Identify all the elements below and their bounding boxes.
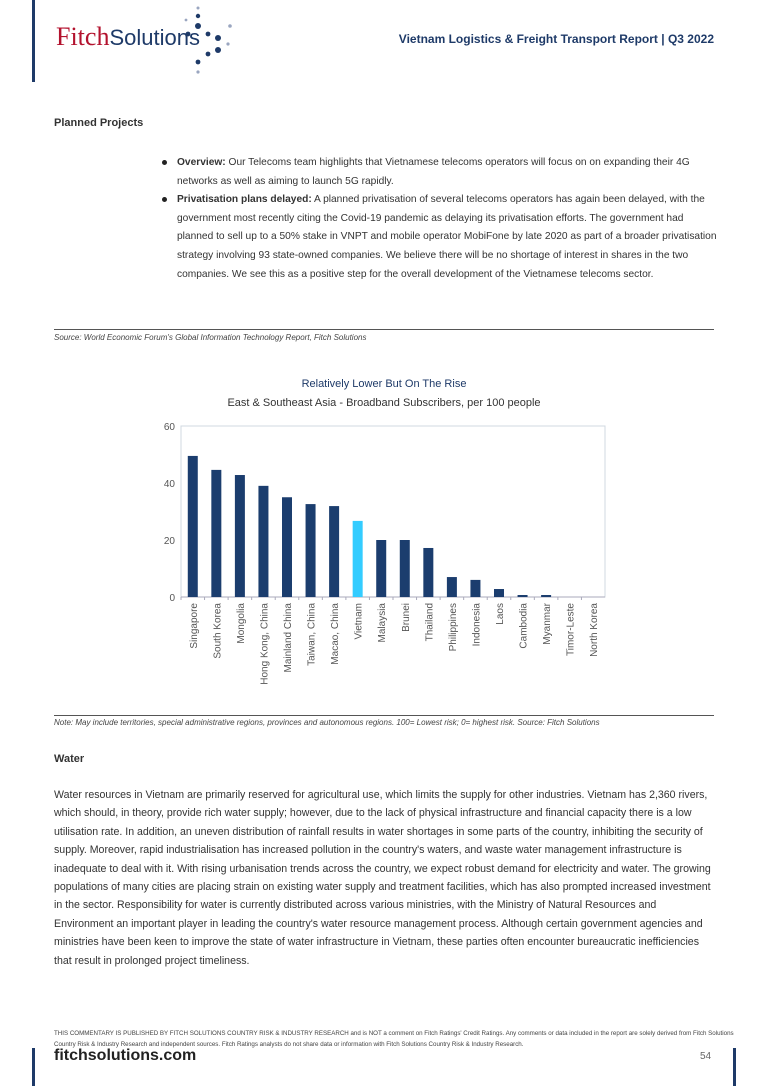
bar-laos xyxy=(494,589,504,597)
x-tick-label: Hong Kong, China xyxy=(259,603,270,685)
x-tick-label: North Korea xyxy=(589,603,600,657)
bullet-text: A planned privatisation of several telec… xyxy=(177,194,717,280)
page-number: 54 xyxy=(700,1051,712,1062)
x-tick-label: Vietnam xyxy=(354,603,365,640)
x-tick-label: Philippines xyxy=(448,603,459,651)
bar-brunei xyxy=(399,540,410,597)
divider xyxy=(54,329,714,330)
report-title: Vietnam Logistics & Freight Transport Re… xyxy=(398,32,714,46)
bar-thailand xyxy=(423,547,434,597)
planned-projects-list: Overview: Our Telecoms team highlights t… xyxy=(160,154,720,284)
y-tick-label: 40 xyxy=(164,479,176,490)
bullet-label: Privatisation plans delayed: xyxy=(177,194,312,206)
disclaimer: THIS COMMENTARY IS PUBLISHED BY FITCH SO… xyxy=(54,1030,734,1048)
footer-right-bar xyxy=(733,1048,736,1086)
source-note: Source: World Economic Forum's Global In… xyxy=(54,333,367,342)
bar-malaysia xyxy=(376,540,387,597)
y-tick-label: 60 xyxy=(164,422,176,433)
bar-macao-china xyxy=(329,506,340,597)
bar-singapore xyxy=(187,455,198,597)
x-tick-label: Myanmar xyxy=(542,602,553,644)
website-link[interactable]: fitchsolutions.com xyxy=(54,1047,197,1064)
bar-south-korea xyxy=(211,469,222,597)
list-item: Overview: Our Telecoms team highlights t… xyxy=(160,154,720,191)
water-heading: Water xyxy=(54,753,85,765)
bar-mongolia xyxy=(234,475,245,597)
x-tick-label: Malaysia xyxy=(377,603,388,643)
bar-cambodia xyxy=(517,595,528,597)
x-tick-label: Cambodia xyxy=(519,603,530,649)
y-tick-label: 20 xyxy=(164,536,176,547)
fitch-solutions-logo: FitchSolutions xyxy=(56,22,200,52)
x-tick-label: Macao, China xyxy=(330,603,341,665)
bar-hong-kong-china xyxy=(258,485,269,597)
x-tick-label: Indonesia xyxy=(471,603,482,647)
x-tick-label: Laos xyxy=(495,603,506,625)
x-tick-label: South Korea xyxy=(212,603,223,659)
bullet-label: Overview: xyxy=(177,157,226,168)
chart-title: Relatively Lower But On The Rise xyxy=(301,378,467,390)
water-paragraph: Water resources in Vietnam are primarily… xyxy=(54,789,711,967)
chart-note: Note: May include territories, special a… xyxy=(54,718,600,727)
x-tick-label: Timor-Leste xyxy=(566,603,577,656)
x-tick-label: Mongolia xyxy=(236,603,247,644)
x-tick-label: Brunei xyxy=(401,603,412,632)
broadband-bar-chart: 0 20 40 60 Singapore South Korea Mongolia Hong … xyxy=(164,422,606,685)
x-tick-label: Mainland China xyxy=(283,603,294,673)
planned-projects-heading: Planned Projects xyxy=(54,117,144,129)
bar-philippines xyxy=(446,577,457,597)
logo-dots-icon xyxy=(184,6,232,74)
bar-vietnam xyxy=(352,520,363,597)
bar-myanmar xyxy=(541,595,552,597)
list-item: Privatisation plans delayed: A planned p… xyxy=(160,191,720,284)
x-tick-label: Singapore xyxy=(189,603,200,649)
x-tick-label: Thailand xyxy=(424,603,435,641)
logo-fitch: Fitch xyxy=(56,22,110,51)
bar-taiwan-china xyxy=(305,504,316,597)
x-tick-label: Taiwan, China xyxy=(307,603,318,666)
left-accent-bar xyxy=(32,0,35,82)
logo-solutions: Solutions xyxy=(109,25,200,50)
bar-indonesia xyxy=(470,579,481,597)
bullet-text: Our Telecoms team highlights that Vietna… xyxy=(177,157,690,187)
bar-mainland-china xyxy=(282,497,292,597)
y-tick-label: 0 xyxy=(169,593,175,604)
divider xyxy=(54,715,714,716)
chart-subtitle: East & Southeast Asia - Broadband Subscr… xyxy=(227,397,541,409)
footer-left-bar xyxy=(32,1048,35,1086)
